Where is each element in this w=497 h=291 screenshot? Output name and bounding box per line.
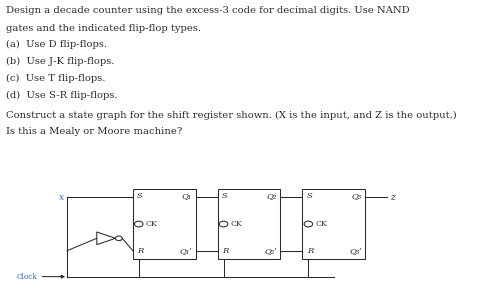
Bar (218, 189, 280, 259)
Text: z: z (390, 193, 395, 202)
Bar (133, 189, 196, 259)
Text: Q₂ʹ: Q₂ʹ (264, 247, 277, 255)
Bar (303, 189, 365, 259)
Text: CK: CK (315, 220, 327, 228)
Text: Q₃: Q₃ (351, 192, 362, 200)
Text: Clock: Clock (17, 273, 38, 281)
Text: Design a decade counter using the excess-3 code for decimal digits. Use NAND: Design a decade counter using the excess… (6, 6, 410, 15)
Text: Construct a state graph for the shift register shown. (X is the input, and Z is : Construct a state graph for the shift re… (6, 111, 457, 120)
Text: (b)  Use J-K flip-flops.: (b) Use J-K flip-flops. (6, 57, 115, 66)
Text: Q₃ʹ: Q₃ʹ (349, 247, 362, 255)
Text: x: x (59, 193, 64, 202)
Text: CK: CK (146, 220, 158, 228)
Text: S: S (137, 192, 143, 200)
Text: Q₂: Q₂ (267, 192, 277, 200)
Text: R: R (307, 247, 313, 255)
Text: R: R (137, 247, 143, 255)
Text: S: S (307, 192, 313, 200)
Text: Q₁ʹ: Q₁ʹ (179, 247, 192, 255)
Text: Q₁: Q₁ (182, 192, 192, 200)
Text: Is this a Mealy or Moore machine?: Is this a Mealy or Moore machine? (6, 127, 183, 136)
Text: CK: CK (231, 220, 242, 228)
Text: gates and the indicated flip-flop types.: gates and the indicated flip-flop types. (6, 24, 201, 33)
Text: S: S (222, 192, 228, 200)
Text: (d)  Use S-R flip-flops.: (d) Use S-R flip-flops. (6, 91, 118, 100)
Text: (a)  Use D flip-flops.: (a) Use D flip-flops. (6, 40, 107, 49)
Text: (c)  Use T flip-flops.: (c) Use T flip-flops. (6, 74, 106, 83)
Text: R: R (222, 247, 228, 255)
